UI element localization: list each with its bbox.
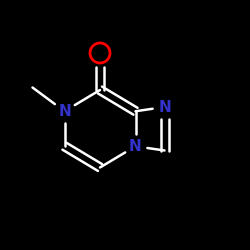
Text: N: N: [129, 139, 142, 154]
Text: N: N: [58, 104, 71, 119]
Text: N: N: [158, 100, 171, 114]
